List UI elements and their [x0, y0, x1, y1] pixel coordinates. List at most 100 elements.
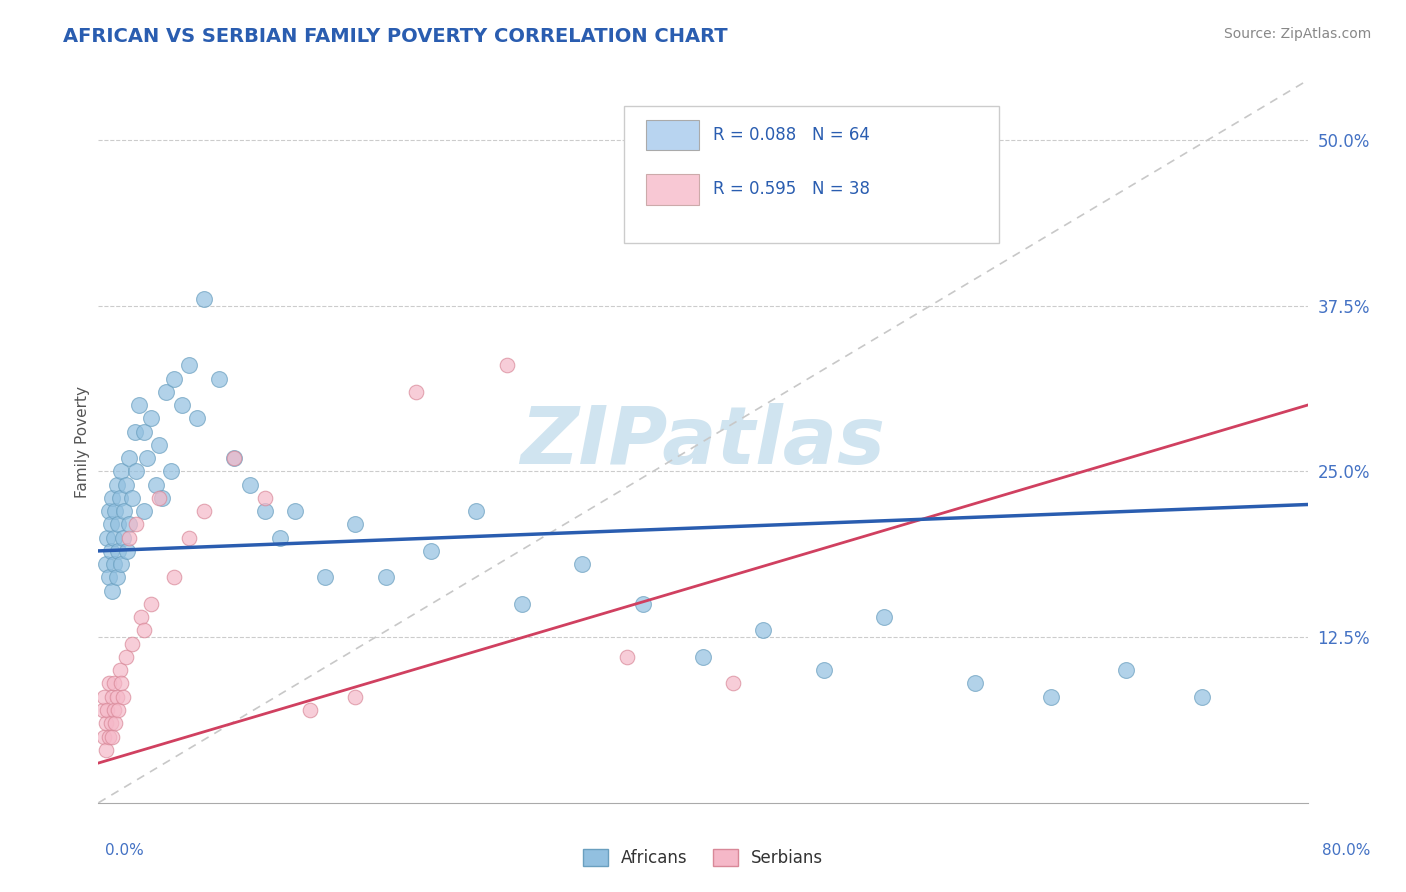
Point: [108, 663, 131, 677]
Point: [299, 703, 322, 717]
Point: [103, 676, 125, 690]
Point: [163, 570, 186, 584]
Point: [186, 411, 208, 425]
Point: [110, 676, 132, 690]
Point: [873, 610, 896, 624]
Point: [420, 544, 443, 558]
Point: [284, 504, 307, 518]
Point: [107, 703, 129, 717]
Point: [374, 570, 396, 584]
Point: [752, 624, 775, 638]
Point: [510, 597, 533, 611]
Point: [103, 703, 125, 717]
Point: [465, 504, 488, 518]
Point: [253, 491, 276, 505]
Point: [128, 398, 150, 412]
Point: [141, 411, 163, 425]
Point: [269, 531, 291, 545]
Point: [813, 663, 835, 677]
Point: [129, 610, 152, 624]
Text: 0.0%: 0.0%: [105, 843, 145, 858]
FancyBboxPatch shape: [647, 120, 699, 151]
Text: R = 0.595   N = 38: R = 0.595 N = 38: [713, 180, 870, 198]
Point: [112, 504, 135, 518]
Point: [723, 676, 745, 690]
Point: [571, 557, 593, 571]
Point: [98, 504, 121, 518]
Point: [110, 464, 132, 478]
Point: [692, 650, 714, 665]
Point: [100, 517, 122, 532]
FancyBboxPatch shape: [647, 174, 699, 204]
Point: [107, 517, 129, 532]
Point: [104, 716, 127, 731]
Point: [98, 676, 121, 690]
Point: [107, 544, 129, 558]
Point: [103, 557, 125, 571]
Point: [111, 690, 134, 704]
Point: [115, 544, 138, 558]
Point: [101, 730, 124, 744]
Point: [114, 477, 136, 491]
Point: [125, 517, 148, 532]
Text: 80.0%: 80.0%: [1323, 843, 1371, 858]
Point: [163, 371, 186, 385]
Point: [132, 425, 155, 439]
Point: [224, 451, 246, 466]
Point: [114, 650, 136, 665]
Y-axis label: Family Poverty: Family Poverty: [75, 385, 90, 498]
Point: [1039, 690, 1062, 704]
Point: [91, 703, 114, 717]
Point: [150, 491, 173, 505]
Point: [344, 690, 367, 704]
Point: [105, 570, 128, 584]
Text: ZIPatlas: ZIPatlas: [520, 402, 886, 481]
Point: [631, 597, 654, 611]
Point: [93, 730, 115, 744]
Point: [118, 451, 141, 466]
Point: [344, 517, 367, 532]
Text: AFRICAN VS SERBIAN FAMILY POVERTY CORRELATION CHART: AFRICAN VS SERBIAN FAMILY POVERTY CORREL…: [63, 27, 728, 45]
Point: [965, 676, 987, 690]
Point: [179, 359, 201, 373]
Point: [314, 570, 336, 584]
Point: [148, 491, 170, 505]
Point: [616, 650, 638, 665]
Point: [135, 451, 157, 466]
Point: [98, 730, 121, 744]
Point: [121, 637, 143, 651]
Point: [105, 477, 128, 491]
Point: [105, 690, 128, 704]
Point: [495, 359, 517, 373]
Legend: Africans, Serbians: Africans, Serbians: [576, 842, 830, 874]
Point: [132, 624, 155, 638]
Point: [96, 703, 118, 717]
Point: [100, 716, 122, 731]
Point: [224, 451, 246, 466]
Point: [111, 531, 134, 545]
Point: [170, 398, 193, 412]
Point: [160, 464, 183, 478]
Point: [98, 570, 121, 584]
Point: [94, 557, 117, 571]
Point: [118, 517, 141, 532]
Point: [125, 464, 148, 478]
Point: [253, 504, 276, 518]
Point: [104, 504, 127, 518]
Point: [193, 292, 215, 306]
Point: [1191, 690, 1213, 704]
Text: Source: ZipAtlas.com: Source: ZipAtlas.com: [1223, 27, 1371, 41]
Point: [103, 531, 125, 545]
Point: [208, 371, 231, 385]
Point: [1115, 663, 1137, 677]
Point: [132, 504, 155, 518]
Point: [96, 531, 118, 545]
Point: [124, 425, 146, 439]
Point: [94, 716, 117, 731]
Point: [148, 438, 170, 452]
Point: [94, 743, 117, 757]
FancyBboxPatch shape: [624, 105, 1000, 243]
Point: [193, 504, 215, 518]
Text: R = 0.088   N = 64: R = 0.088 N = 64: [713, 126, 869, 145]
Point: [101, 583, 124, 598]
